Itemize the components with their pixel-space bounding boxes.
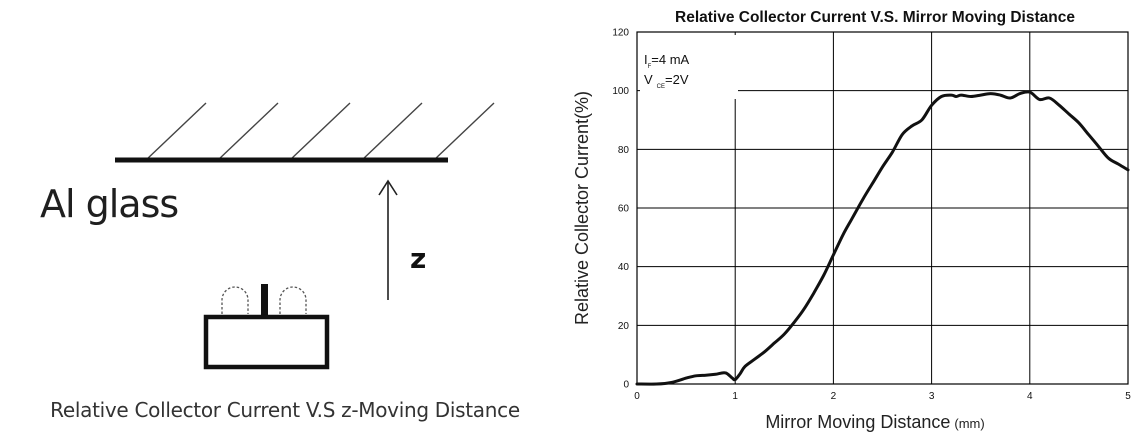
setup-diagram	[115, 102, 495, 370]
mirror-hatch-lines	[145, 102, 495, 161]
x-tick-label: 5	[1125, 391, 1131, 402]
series-line	[635, 90, 1130, 386]
annotation-current: IF=4 mA	[644, 52, 690, 70]
x-tick-labels: 0 1 2 3 4 5	[634, 391, 1131, 402]
al-glass-label: Al glass	[40, 182, 179, 226]
y-axis-label: Relative Collector Current(%)	[572, 91, 592, 325]
y-tick-label: 60	[618, 204, 630, 215]
annotation-box	[640, 35, 738, 99]
plot-area-frame	[636, 31, 1129, 385]
reflective-sensor-icon	[203, 284, 330, 370]
x-axis-label: Mirror Moving Distance (mm)	[765, 412, 984, 432]
x-tick-label: 2	[831, 391, 837, 402]
y-tick-label: 100	[612, 86, 629, 97]
y-tick-label: 0	[623, 380, 629, 391]
annotation-voltage: V CE=2V	[644, 72, 689, 90]
x-tick-label: 4	[1027, 391, 1033, 402]
y-tick-label: 20	[618, 321, 630, 332]
collector-current-chart: Relative Collector Current V.S. Mirror M…	[572, 9, 1131, 432]
y-tick-label: 120	[612, 28, 629, 39]
y-tick-labels: 0 20 40 60 80 100 120	[612, 28, 629, 391]
z-axis-label: z	[410, 242, 427, 275]
x-tick-label: 0	[634, 391, 640, 402]
z-direction-arrow	[378, 179, 398, 300]
diagram-caption: Relative Collector Current V.S z-Moving …	[50, 398, 520, 422]
x-tick-label: 1	[732, 391, 738, 402]
y-tick-label: 80	[618, 145, 630, 156]
y-tick-label: 40	[618, 262, 630, 273]
chart-title: Relative Collector Current V.S. Mirror M…	[675, 9, 1075, 26]
x-tick-label: 3	[929, 391, 935, 402]
